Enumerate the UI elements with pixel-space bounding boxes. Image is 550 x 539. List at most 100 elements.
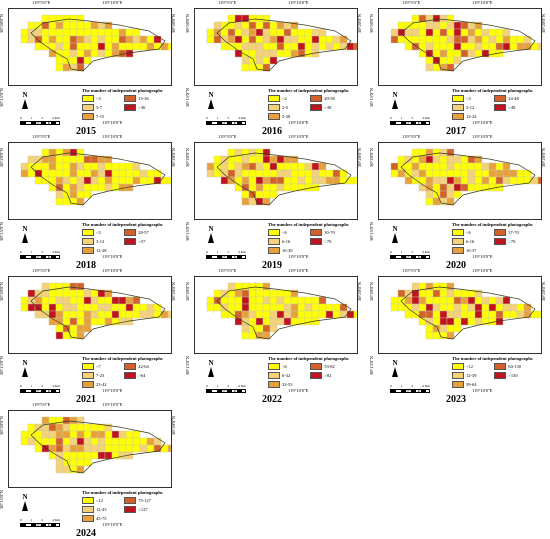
grid-cell (83, 458, 92, 467)
grid-cell (262, 162, 271, 171)
grid-cell (104, 42, 113, 51)
legend-title: The number of independent photographs (268, 88, 349, 93)
latitude-label-right: 30°20'0"N (171, 416, 176, 435)
grid-cell (248, 21, 257, 30)
grid-cell (425, 169, 434, 178)
grid-cell (41, 430, 50, 439)
grid-cell (304, 28, 313, 37)
scale-tick-label: 4 Km (52, 384, 60, 388)
grid-cell (255, 155, 264, 164)
grid-cell (90, 176, 99, 185)
grid-cell (523, 169, 532, 178)
grid-cell (213, 169, 222, 178)
grid-cell (69, 56, 78, 65)
scale-bar: 0 1 2 4 Km (20, 116, 60, 125)
legend-item: 32-53 (268, 381, 306, 388)
legend-label: <3 (96, 96, 101, 101)
map-panel-2019: 119°5'0"E 119°10'0"E 30°20'0"N 30°20'0"N 30°… (185, 134, 362, 271)
grid-cell (220, 42, 229, 51)
grid-cell (332, 169, 341, 178)
grid-cell (62, 21, 71, 30)
longitude-label-bottom-right: 119°10'0"E (102, 120, 123, 125)
scale-tick-label: 1 (216, 250, 219, 254)
longitude-label-bottom-left: 119°5'0"E (218, 120, 237, 125)
grid-cell (425, 310, 434, 319)
grid-cell (20, 169, 29, 178)
grid-cell (346, 176, 355, 185)
grid-cell (439, 303, 448, 312)
grid-cell (241, 56, 250, 65)
grid-cell (206, 35, 215, 44)
grid-cell (132, 42, 141, 51)
longitude-label-top-right: 119°10'0"E (288, 134, 309, 139)
grid-cell (311, 28, 320, 37)
grid-map (206, 14, 357, 72)
legend-item: 2-5 (268, 104, 306, 111)
grid-cell (262, 303, 271, 312)
legend-title: The number of independent photographs (82, 88, 163, 93)
grid-cell (167, 176, 171, 185)
grid-cell (76, 190, 85, 199)
grid-cell (255, 148, 264, 157)
grid-cell (69, 14, 78, 23)
legend-item: 53-82 (310, 363, 348, 370)
grid-cell (332, 42, 341, 51)
legend-item: >57 (124, 238, 162, 245)
legend-label: <6 (466, 230, 471, 235)
north-label: N (208, 91, 214, 99)
grid-cell (432, 296, 441, 305)
grid-cell (248, 317, 257, 326)
grid-cell (397, 21, 406, 30)
grid-cell (467, 169, 476, 178)
grid-cell (467, 310, 476, 319)
grid-cell (255, 21, 264, 30)
scale-bar-graphic (20, 121, 60, 125)
grid-cell (276, 155, 285, 164)
grid-cell (97, 303, 106, 312)
legend-label: 16-30 (282, 248, 293, 253)
grid-cell (241, 169, 250, 178)
legend-swatch (310, 95, 323, 102)
grid-cell (55, 289, 64, 298)
grid-cell (34, 289, 43, 298)
grid-cell (460, 35, 469, 44)
grid-cell (390, 169, 399, 178)
scale-tick-label: 2 (41, 116, 44, 120)
scale-bar-graphic (20, 255, 60, 259)
grid-cell (118, 444, 127, 453)
grid-cell (83, 324, 92, 333)
grid-cell (213, 303, 222, 312)
grid-cell (439, 35, 448, 44)
grid-cell (460, 289, 469, 298)
grid-cell (262, 35, 271, 44)
grid-cell (97, 430, 106, 439)
grid-cell (446, 162, 455, 171)
latitude-label-right: 30°20'0"N (171, 282, 176, 301)
grid-cell (446, 56, 455, 65)
longitude-label-top-right: 119°10'0"E (472, 134, 493, 139)
study-area-boundary (30, 152, 166, 206)
grid-cell (404, 169, 413, 178)
grid-cell (432, 310, 441, 319)
grid-cell (467, 303, 476, 312)
grid-cell (48, 430, 57, 439)
grid-cell (227, 303, 236, 312)
grid-cell (83, 430, 92, 439)
legend-item: 23-42 (82, 381, 120, 388)
grid-cell (139, 35, 148, 44)
grid-cell (62, 444, 71, 453)
legend-item: 30-70 (310, 229, 348, 236)
legend-items: <3 24-48 3-12 >48 12-24 (452, 95, 533, 120)
longitude-label-top-left: 119°5'0"E (402, 268, 421, 273)
grid-cell (411, 303, 420, 312)
year-label: 2022 (262, 394, 282, 405)
north-arrow-shape (22, 367, 28, 377)
legend-swatch (494, 95, 507, 102)
grid-cell (62, 155, 71, 164)
grid-cell (269, 169, 278, 178)
grid-cell (97, 451, 106, 460)
grid-cell (495, 42, 504, 51)
grid-cell (453, 21, 462, 30)
grid-cell (276, 49, 285, 58)
grid-cell (255, 56, 264, 65)
